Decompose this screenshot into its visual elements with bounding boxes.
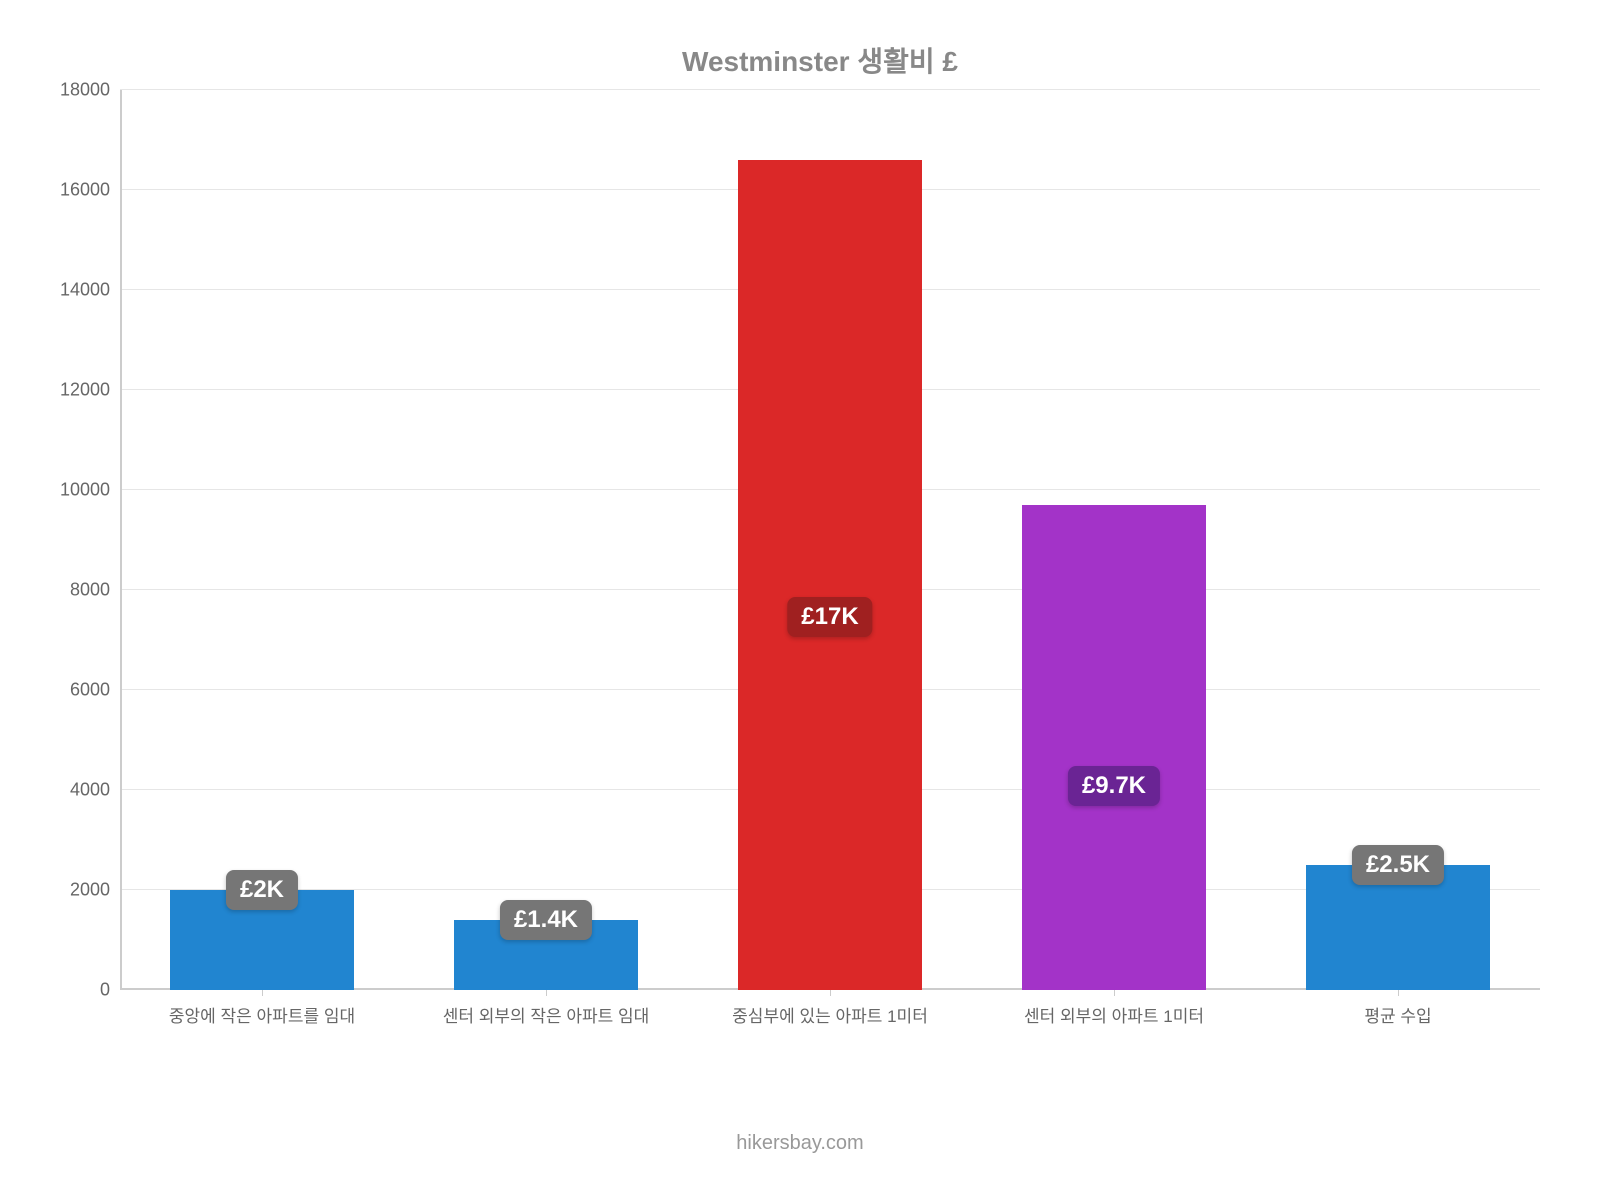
x-axis-label: 센터 외부의 작은 아파트 임대 — [443, 1002, 650, 1027]
bar: £9.7K — [1022, 505, 1207, 990]
bar: £2.5K — [1306, 865, 1491, 990]
x-tick-mark — [1114, 990, 1115, 996]
y-tick-label: 0 — [100, 980, 110, 1001]
bar-value-badge: £2.5K — [1352, 845, 1444, 885]
y-tick-label: 18000 — [60, 80, 110, 101]
y-tick-label: 14000 — [60, 280, 110, 301]
bar-value-badge: £9.7K — [1068, 766, 1160, 806]
x-tick-mark — [262, 990, 263, 996]
y-tick-label: 6000 — [70, 680, 110, 701]
y-axis: 0200040006000800010000120001400016000180… — [50, 90, 120, 990]
y-tick-label: 4000 — [70, 780, 110, 801]
bar: £17K — [738, 160, 923, 990]
x-axis-label: 중심부에 있는 아파트 1미터 — [732, 1002, 928, 1027]
y-tick-label: 8000 — [70, 580, 110, 601]
bar-value-badge: £2K — [226, 870, 298, 910]
x-tick-mark — [830, 990, 831, 996]
x-axis-labels: 중앙에 작은 아파트를 임대 센터 외부의 작은 아파트 임대 중심부에 있는 아파… — [120, 990, 1540, 1050]
y-tick-label: 16000 — [60, 180, 110, 201]
chart-container: Westminster 생활비 £ 0200040006000800010000… — [0, 0, 1600, 1200]
y-tick-label: 10000 — [60, 480, 110, 501]
footer-caption: hikersbay.com — [0, 1132, 1600, 1155]
bar: £2K — [170, 890, 355, 990]
x-axis-label: 평균 수입 — [1364, 1002, 1431, 1027]
bar: £1.4K — [454, 920, 639, 990]
x-tick-mark — [1398, 990, 1399, 996]
bar-value-badge: £17K — [787, 597, 872, 637]
plot-area: 0200040006000800010000120001400016000180… — [120, 90, 1540, 990]
bars-region: £2K £1.4K £17K £9.7K £2.5K — [120, 90, 1540, 990]
x-axis-label: 센터 외부의 아파트 1미터 — [1024, 1002, 1204, 1027]
x-tick-mark — [546, 990, 547, 996]
x-axis-label: 중앙에 작은 아파트를 임대 — [169, 1002, 355, 1027]
chart-title: Westminster 생활비 £ — [100, 40, 1540, 80]
bar-value-badge: £1.4K — [500, 900, 592, 940]
y-tick-label: 2000 — [70, 880, 110, 901]
y-tick-label: 12000 — [60, 380, 110, 401]
